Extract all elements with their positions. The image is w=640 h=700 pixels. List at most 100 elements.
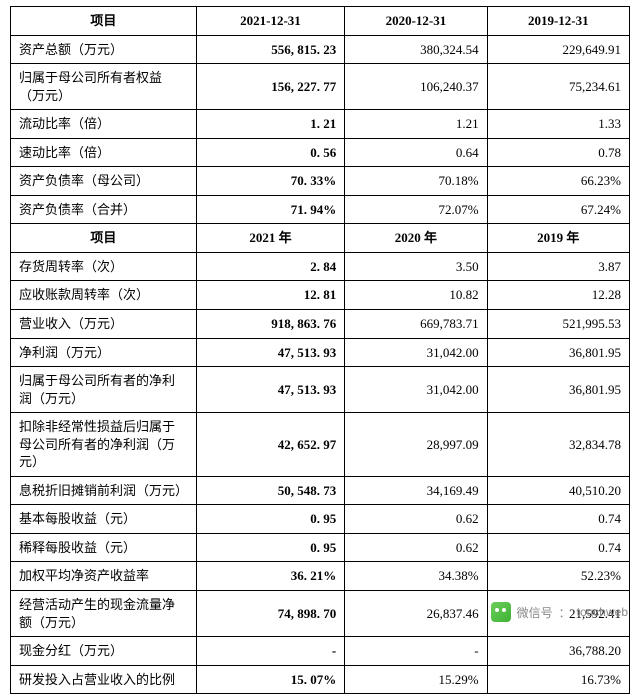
row-y2: - xyxy=(345,637,487,666)
table-row: 流动比率（倍） 1. 21 1.21 1.33 xyxy=(11,110,630,139)
hdr1-y3: 2019-12-31 xyxy=(487,7,629,36)
row-y3: 3.87 xyxy=(487,252,629,281)
row-y2: 70.18% xyxy=(345,167,487,196)
table-row: 息税折旧摊销前利润（万元） 50, 548. 73 34,169.49 40,5… xyxy=(11,476,630,505)
table-row: 速动比率（倍） 0. 56 0.64 0.78 xyxy=(11,138,630,167)
table-row: 资产负债率（合并） 71. 94% 72.07% 67.24% xyxy=(11,195,630,224)
table-row: 存货周转率（次） 2. 84 3.50 3.87 xyxy=(11,252,630,281)
row-y2: 15.29% xyxy=(345,665,487,694)
row-y3: 36,801.95 xyxy=(487,338,629,367)
row-y3: 66.23% xyxy=(487,167,629,196)
row-y2: 669,783.71 xyxy=(345,310,487,339)
row-y2: 34.38% xyxy=(345,562,487,591)
row-y2: 28,997.09 xyxy=(345,413,487,477)
row-label: 归属于母公司所有者的净利润（万元） xyxy=(11,367,197,413)
table-row: 加权平均净资产收益率 36. 21% 34.38% 52.23% xyxy=(11,562,630,591)
hdr2-y2: 2020 年 xyxy=(345,224,487,253)
row-y1: 2. 84 xyxy=(196,252,345,281)
row-y1: 556, 815. 23 xyxy=(196,35,345,64)
table-row: 基本每股收益（元） 0. 95 0.62 0.74 xyxy=(11,505,630,534)
row-y1: 0. 95 xyxy=(196,533,345,562)
row-y1: 71. 94% xyxy=(196,195,345,224)
row-y3: 0.74 xyxy=(487,505,629,534)
row-y2: 72.07% xyxy=(345,195,487,224)
row-y2: 380,324.54 xyxy=(345,35,487,64)
row-y2: 0.62 xyxy=(345,533,487,562)
row-label: 加权平均净资产收益率 xyxy=(11,562,197,591)
row-label: 存货周转率（次） xyxy=(11,252,197,281)
row-y2: 31,042.00 xyxy=(345,367,487,413)
row-y3: 40,510.20 xyxy=(487,476,629,505)
row-y1: 1. 21 xyxy=(196,110,345,139)
row-y2: 0.64 xyxy=(345,138,487,167)
row-y3: 1.33 xyxy=(487,110,629,139)
row-y2: 26,837.46 xyxy=(345,591,487,637)
row-label: 归属于母公司所有者权益（万元） xyxy=(11,64,197,110)
row-y1: 15. 07% xyxy=(196,665,345,694)
row-y2: 34,169.49 xyxy=(345,476,487,505)
row-label: 资产负债率（合并） xyxy=(11,195,197,224)
row-label: 稀释每股收益（元） xyxy=(11,533,197,562)
financial-table: 项目 2021-12-31 2020-12-31 2019-12-31 资产总额… xyxy=(10,6,630,694)
table-row: 营业收入（万元） 918, 863. 76 669,783.71 521,995… xyxy=(11,310,630,339)
row-y2: 3.50 xyxy=(345,252,487,281)
row-label: 基本每股收益（元） xyxy=(11,505,197,534)
row-y1: 918, 863. 76 xyxy=(196,310,345,339)
row-y3: 16.73% xyxy=(487,665,629,694)
row-y1: 0. 56 xyxy=(196,138,345,167)
row-y3: 75,234.61 xyxy=(487,64,629,110)
hdr2-y3: 2019 年 xyxy=(487,224,629,253)
hdr1-label: 项目 xyxy=(11,7,197,36)
header-row-2: 项目 2021 年 2020 年 2019 年 xyxy=(11,224,630,253)
row-y1: 74, 898. 70 xyxy=(196,591,345,637)
row-y3: 36,788.20 xyxy=(487,637,629,666)
table-row: 经营活动产生的现金流量净额（万元） 74, 898. 70 26,837.46 … xyxy=(11,591,630,637)
row-y1: 47, 513. 93 xyxy=(196,338,345,367)
row-y3: 36,801.95 xyxy=(487,367,629,413)
row-y3: 52.23% xyxy=(487,562,629,591)
table-row: 资产负债率（母公司） 70. 33% 70.18% 66.23% xyxy=(11,167,630,196)
row-label: 息税折旧摊销前利润（万元） xyxy=(11,476,197,505)
row-label: 净利润（万元） xyxy=(11,338,197,367)
row-y3: 521,995.53 xyxy=(487,310,629,339)
row-label: 速动比率（倍） xyxy=(11,138,197,167)
row-label: 扣除非经常性损益后归属于母公司所有者的净利润（万元） xyxy=(11,413,197,477)
hdr1-y2: 2020-12-31 xyxy=(345,7,487,36)
row-y1: - xyxy=(196,637,345,666)
row-label: 研发投入占营业收入的比例 xyxy=(11,665,197,694)
row-y2: 106,240.37 xyxy=(345,64,487,110)
hdr1-y1: 2021-12-31 xyxy=(196,7,345,36)
table-row: 扣除非经常性损益后归属于母公司所有者的净利润（万元） 42, 652. 97 2… xyxy=(11,413,630,477)
row-y1: 42, 652. 97 xyxy=(196,413,345,477)
table-row: 净利润（万元） 47, 513. 93 31,042.00 36,801.95 xyxy=(11,338,630,367)
row-y2: 10.82 xyxy=(345,281,487,310)
row-y1: 36. 21% xyxy=(196,562,345,591)
row-y3: 67.24% xyxy=(487,195,629,224)
row-y3: 229,649.91 xyxy=(487,35,629,64)
row-y1: 70. 33% xyxy=(196,167,345,196)
row-y2: 1.21 xyxy=(345,110,487,139)
header-row-1: 项目 2021-12-31 2020-12-31 2019-12-31 xyxy=(11,7,630,36)
row-label: 应收账款周转率（次） xyxy=(11,281,197,310)
row-label: 流动比率（倍） xyxy=(11,110,197,139)
row-y2: 31,042.00 xyxy=(345,338,487,367)
row-y3: 12.28 xyxy=(487,281,629,310)
row-label: 资产总额（万元） xyxy=(11,35,197,64)
row-y1: 50, 548. 73 xyxy=(196,476,345,505)
row-y1: 156, 227. 77 xyxy=(196,64,345,110)
hdr2-label: 项目 xyxy=(11,224,197,253)
table-row: 研发投入占营业收入的比例 15. 07% 15.29% 16.73% xyxy=(11,665,630,694)
row-y1: 47, 513. 93 xyxy=(196,367,345,413)
table-row: 现金分红（万元） - - 36,788.20 xyxy=(11,637,630,666)
table-row: 资产总额（万元） 556, 815. 23 380,324.54 229,649… xyxy=(11,35,630,64)
table-row: 应收账款周转率（次） 12. 81 10.82 12.28 xyxy=(11,281,630,310)
row-label: 现金分红（万元） xyxy=(11,637,197,666)
row-y3: 0.78 xyxy=(487,138,629,167)
row-y1: 0. 95 xyxy=(196,505,345,534)
row-y3: 0.74 xyxy=(487,533,629,562)
row-label: 营业收入（万元） xyxy=(11,310,197,339)
row-label: 资产负债率（母公司） xyxy=(11,167,197,196)
row-y1: 12. 81 xyxy=(196,281,345,310)
table-row: 归属于母公司所有者的净利润（万元） 47, 513. 93 31,042.00 … xyxy=(11,367,630,413)
row-y3: 32,834.78 xyxy=(487,413,629,477)
